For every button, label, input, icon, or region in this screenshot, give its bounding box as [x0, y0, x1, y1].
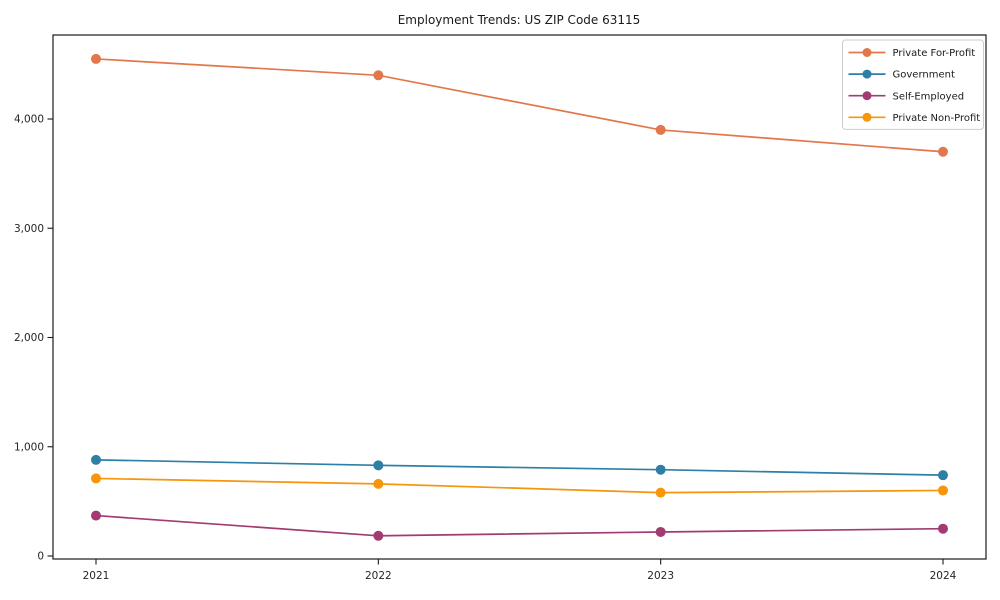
x-tick-label: 2021 [83, 570, 110, 582]
legend-label: Self-Employed [893, 91, 965, 102]
legend-label: Private For-Profit [893, 48, 976, 59]
data-point-private-non-profit-2022 [373, 478, 384, 489]
legend-box [842, 39, 984, 130]
data-point-private-non-profit-2021 [91, 473, 101, 484]
legend-label: Government [893, 70, 955, 81]
x-axis: 2021 2022 2023 2024 [83, 559, 957, 582]
y-tick-label: 2,000 [14, 332, 44, 344]
x-tick-label: 2024 [930, 570, 957, 582]
y-tick-label: 3,000 [14, 223, 44, 235]
data-point-private-for-profit-2024 [937, 146, 948, 157]
data-point-private-for-profit-2022 [373, 70, 384, 81]
series-group [91, 53, 948, 541]
legend-entry-government: Government [848, 69, 955, 81]
data-point-government-2022 [373, 460, 384, 471]
series-private-for-profit [91, 53, 948, 157]
data-point-private-for-profit-2023 [655, 124, 666, 135]
legend-marker [862, 112, 872, 122]
legend-label: Private Non-Profit [893, 113, 981, 124]
legend: Private For-Profit Government Self-Employe… [842, 39, 984, 130]
series-line-self-employed [95, 514, 944, 537]
legend-entry-private-non-profit: Private Non-Profit [848, 112, 981, 124]
data-point-government-2021 [91, 454, 101, 465]
y-tick-label: 4,000 [14, 114, 44, 126]
series-self-employed [91, 510, 948, 541]
legend-entry-private-for-profit: Private For-Profit [848, 48, 976, 59]
legend-entry-self-employed: Self-Employed [848, 91, 965, 102]
data-point-self-employed-2023 [655, 526, 666, 537]
data-point-self-employed-2021 [91, 510, 101, 521]
data-point-private-for-profit-2021 [91, 53, 101, 64]
y-tick-label: 1,000 [14, 441, 44, 453]
legend-marker [862, 48, 872, 57]
plot-border [52, 34, 987, 560]
series-line-government [95, 459, 944, 477]
series-government [91, 454, 948, 481]
series-line-private-for-profit [95, 58, 944, 153]
series-private-non-profit [91, 473, 948, 498]
legend-marker [862, 69, 872, 79]
data-point-private-non-profit-2024 [937, 485, 948, 496]
data-point-self-employed-2024 [937, 523, 948, 534]
y-axis: 0 1,000 2,000 3,000 4,000 [14, 114, 53, 563]
data-point-government-2023 [655, 464, 666, 475]
x-tick-label: 2023 [647, 570, 674, 582]
legend-marker [862, 91, 872, 101]
series-line-private-non-profit [95, 477, 944, 494]
y-tick-label: 0 [37, 551, 44, 563]
data-point-private-non-profit-2023 [655, 487, 666, 498]
data-point-self-employed-2022 [373, 530, 384, 541]
chart-title: Employment Trends: US ZIP Code 63115 [398, 13, 641, 27]
x-tick-label: 2022 [365, 570, 392, 582]
data-point-government-2024 [937, 470, 948, 481]
